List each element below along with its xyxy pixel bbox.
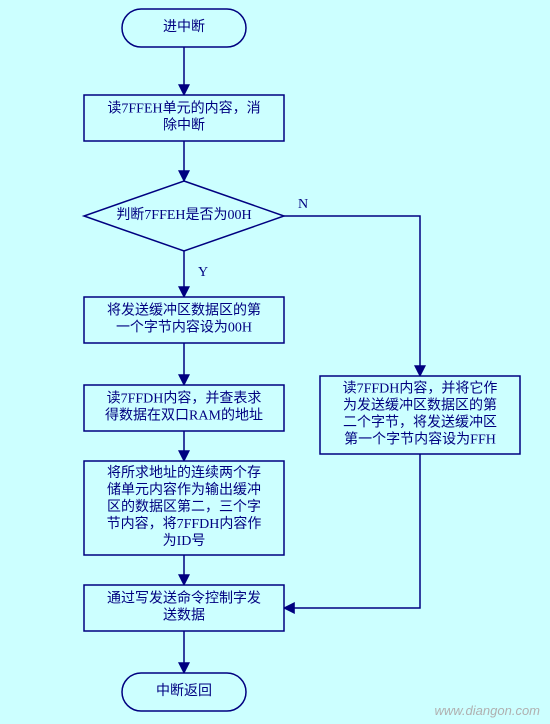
node-read7ffdh_right: 读7FFDH内容，并将它作为发送缓冲区数据区的第二个字节，将发送缓冲区第一个字节… [320,376,520,454]
svg-text:读7FFDH内容，并查表求: 读7FFDH内容，并查表求 [107,390,262,407]
svg-text:二个字节，将发送缓冲区: 二个字节，将发送缓冲区 [343,415,497,431]
svg-text:将所求地址的连续两个存: 将所求地址的连续两个存 [107,464,261,481]
svg-text:中断返回: 中断返回 [156,683,212,699]
svg-text:送数据: 送数据 [163,608,205,624]
svg-text:储单元内容作为输出缓冲: 储单元内容作为输出缓冲 [107,481,261,498]
node-read7ffdh_left: 读7FFDH内容，并查表求得数据在双口RAM的地址 [84,385,284,431]
svg-text:通过写发送命令控制字发: 通过写发送命令控制字发 [107,590,261,607]
svg-text:除中断: 除中断 [163,118,205,134]
node-read7ffeh: 读7FFEH单元的内容，消除中断 [84,95,284,141]
node-decision: 判断7FFEH是否为00H [84,181,284,251]
node-end: 中断返回 [122,673,246,711]
svg-text:将发送缓冲区数据区的第: 将发送缓冲区数据区的第 [107,302,261,319]
svg-text:N: N [298,197,308,212]
svg-text:区的数据区第二，三个字: 区的数据区第二，三个字 [107,498,261,515]
svg-text:判断7FFEH是否为00H: 判断7FFEH是否为00H [116,207,251,223]
node-send: 通过写发送命令控制字发送数据 [84,585,284,631]
svg-text:第一个字节内容设为FFH: 第一个字节内容设为FFH [344,431,496,448]
watermark-text: www.diangon.com [435,703,541,718]
node-mem_block: 将所求地址的连续两个存储单元内容作为输出缓冲区的数据区第二，三个字节内容，将7F… [84,461,284,555]
svg-text:读7FFEH单元的内容，消: 读7FFEH单元的内容，消 [107,100,260,117]
node-start: 进中断 [122,9,246,47]
svg-text:一个字节内容设为00H: 一个字节内容设为00H [116,319,252,336]
svg-text:为ID号: 为ID号 [163,533,206,549]
node-set00h: 将发送缓冲区数据区的第一个字节内容设为00H [84,297,284,343]
flowchart-canvas: Y N 进中断读7FFEH单元的内容，消除中断判断7FFEH是否为00H 将发送缓冲区… [0,0,550,724]
svg-text:为发送缓冲区数据区的第: 为发送缓冲区数据区的第 [343,397,497,414]
svg-text:得数据在双口RAM的地址: 得数据在双口RAM的地址 [105,407,263,424]
svg-text:进中断: 进中断 [163,19,205,35]
svg-text:Y: Y [198,265,208,280]
svg-text:节内容，将7FFDH内容作: 节内容，将7FFDH内容作 [107,515,262,532]
svg-text:读7FFDH内容，并将它作: 读7FFDH内容，并将它作 [343,380,498,397]
